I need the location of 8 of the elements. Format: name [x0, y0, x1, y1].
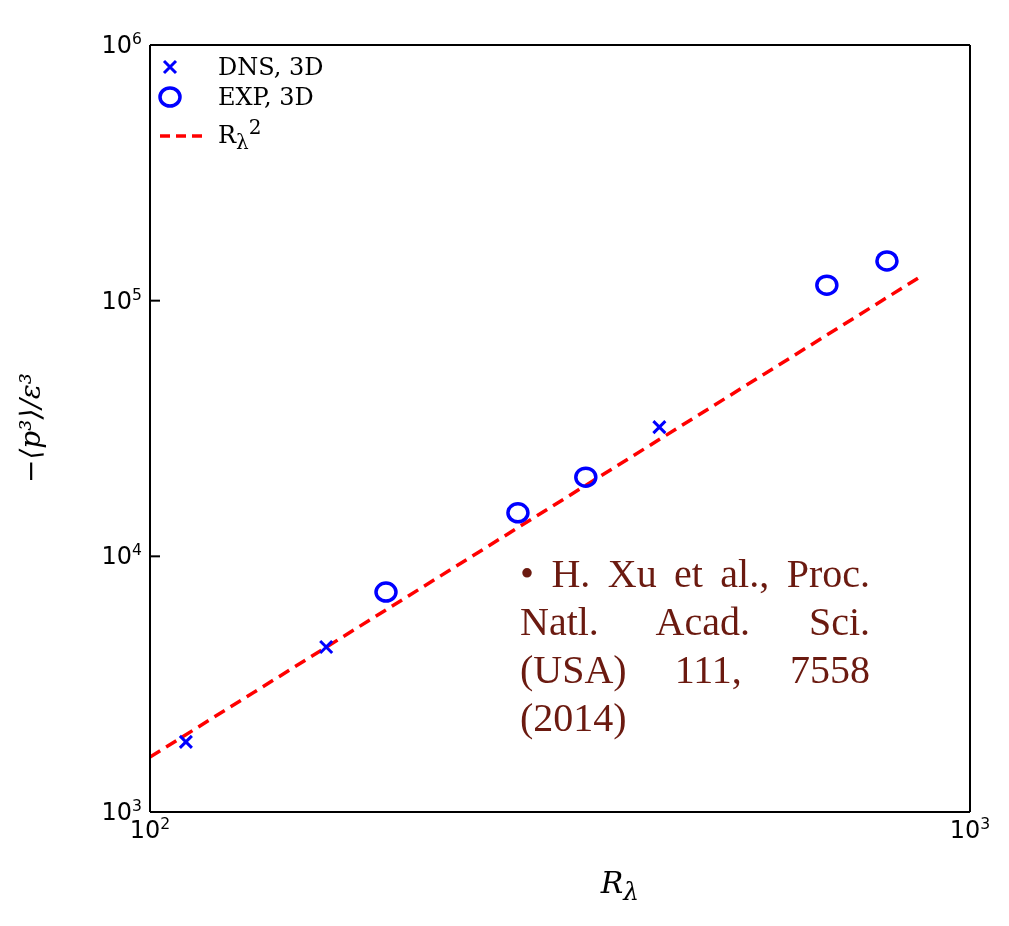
- y-tick-label: 10$^{6}$: [101, 30, 142, 59]
- legend-label: DNS, 3D: [218, 52, 324, 82]
- y-axis-title: −⟨p³⟩/ε³: [13, 372, 47, 484]
- legend-label: EXP, 3D: [218, 82, 314, 112]
- annotation: • H. Xu et al., Proc. Natl. Acad. Sci. (USA) 111, 7558 (2014): [520, 550, 870, 742]
- x-axis-title: R$_{λ}$: [600, 865, 640, 906]
- y-tick-label: 10$^{5}$: [101, 285, 142, 315]
- y-tick-label: 10$^{4}$: [101, 541, 143, 571]
